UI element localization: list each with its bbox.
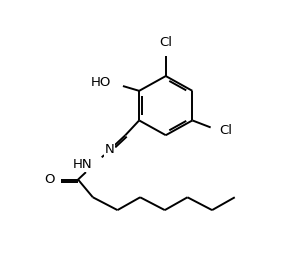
Text: HN: HN: [73, 158, 92, 171]
Text: N: N: [105, 143, 115, 156]
Text: Cl: Cl: [219, 124, 233, 137]
Text: HO: HO: [91, 77, 111, 89]
Text: Cl: Cl: [159, 36, 172, 49]
Text: O: O: [44, 173, 55, 186]
